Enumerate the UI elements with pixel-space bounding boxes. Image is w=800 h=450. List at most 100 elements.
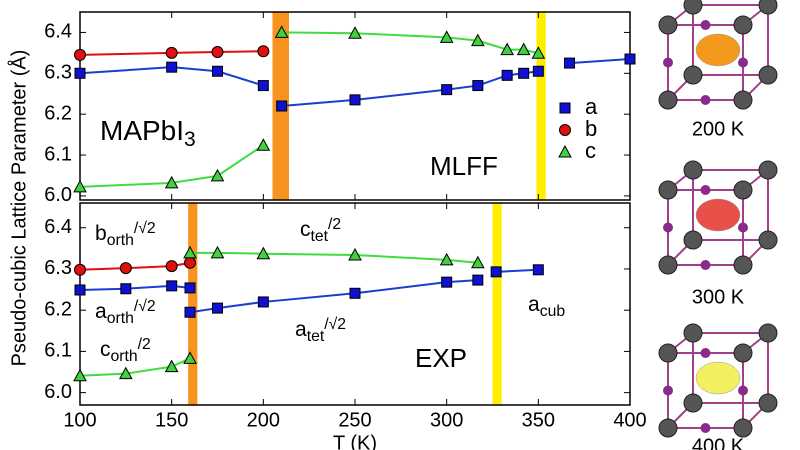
marker [165,46,178,59]
marker [183,245,197,259]
y-tick-label: 6.3 [44,62,72,84]
pb-atom [658,90,678,110]
annotation-tail: /√2 [324,316,346,333]
pb-atom [658,15,678,35]
marker [490,266,502,278]
marker [441,84,453,96]
annotation-base: a [95,300,107,323]
annotation-base: MAPbI [100,115,184,146]
legend-label: c [585,138,596,163]
annotation-sub: tet [307,328,325,345]
marker [119,262,132,275]
structure [658,323,778,438]
y-tick-label: 6.2 [44,102,72,124]
annotation: corth/2 [100,336,151,365]
annotation-tail: /√2 [134,220,156,237]
annotation-base: a [295,318,307,341]
structure-label: 400 K [692,435,745,450]
structure-label: 300 K [692,286,745,308]
annotation: atet/√2 [295,316,346,345]
marker [120,283,132,295]
annotation-tail: /2 [138,336,151,353]
legend-label: a [585,94,598,119]
pb-atom [758,65,778,85]
marker [470,255,485,269]
marker [472,80,484,92]
molecule-density [695,198,741,232]
y-tick-label: 6.4 [44,216,72,238]
marker [532,264,544,276]
pb-atom [683,230,703,250]
marker [212,302,223,314]
marker [257,45,270,58]
legend-marker [559,124,571,136]
y-tick-label: 6.1 [44,143,72,165]
x-tick-label: 200 [247,409,280,431]
annotation: ctet/2 [300,216,341,245]
annotation-base: a [528,293,540,316]
marker [256,246,271,260]
annotation: MAPbI3 [100,115,196,150]
i-atom [738,385,748,396]
legend-marker [558,144,572,158]
marker [348,26,362,39]
i-atom [700,20,711,30]
i-atom [700,260,711,270]
marker [184,282,196,294]
marker [348,247,362,261]
pb-atom [658,343,678,363]
y-tick-label: 6.4 [44,21,72,43]
marker [274,25,289,38]
y-tick-label: 6.0 [44,381,72,403]
phase-band [536,12,546,200]
x-tick-label: 250 [338,409,371,431]
x-tick-label: 400 [613,409,646,431]
phase-band [188,203,198,405]
marker [516,42,531,56]
marker [184,306,196,318]
marker [74,284,86,296]
annotation-tail: /√2 [134,298,156,315]
marker [166,280,178,292]
pb-atom [733,255,753,275]
series-line [79,261,191,271]
x-tick-label: 300 [430,409,463,431]
plot-frame [79,11,631,201]
marker [472,274,484,286]
y-tick-label: 6.0 [44,184,72,206]
annotation-sub: orth [107,310,134,327]
marker [518,67,530,79]
i-atom [700,348,711,358]
i-atom [663,222,673,233]
y-axis-label: Pseudo-cubic Lattice Parameter (Å) [7,50,30,367]
marker [73,368,87,382]
pb-atom [758,230,778,250]
marker [210,168,225,182]
marker [211,46,224,59]
marker [501,69,513,81]
annotation-sub: cub [540,303,566,320]
annotation-base: c [100,338,111,361]
marker [164,175,179,189]
marker [166,61,178,73]
i-atom [700,95,711,105]
pb-atom [658,180,678,200]
annotation: aorth/√2 [95,298,156,327]
pb-atom [733,180,753,200]
molecule-density [695,33,741,67]
x-tick-label: 100 [63,409,96,431]
marker [349,287,361,299]
i-atom [700,423,711,433]
marker [257,296,269,308]
marker [532,65,544,77]
x-tick-label: 150 [155,409,188,431]
i-atom [700,185,711,195]
marker [624,53,636,65]
phase-band [492,203,502,405]
pb-atom [683,323,703,343]
annotation: borth/√2 [95,220,156,249]
annotation: acub [528,293,565,321]
molecule-density [695,361,741,395]
structure [658,160,778,275]
